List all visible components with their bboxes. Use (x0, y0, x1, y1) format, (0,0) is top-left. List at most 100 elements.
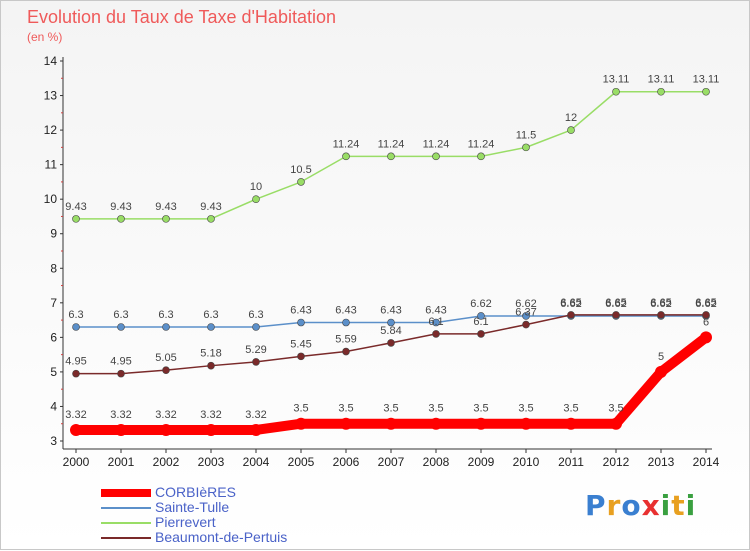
data-label: 13.11 (693, 74, 720, 86)
chart-title: Evolution du Taux de Taxe d'Habitation (27, 7, 336, 27)
data-label: 11.24 (423, 138, 450, 150)
y-tick-label: 10 (44, 192, 58, 206)
data-point (117, 323, 125, 331)
chart-subtitle: (en %) (27, 30, 63, 44)
legend-swatch-corbieres (101, 489, 151, 497)
data-label: 3.32 (200, 409, 221, 421)
y-tick-label: 7 (50, 296, 57, 310)
data-point (700, 331, 712, 344)
data-point (432, 152, 440, 161)
data-label: 5.59 (335, 334, 356, 346)
x-tick-label: 2007 (378, 455, 405, 469)
x-tick-label: 2003 (198, 455, 225, 469)
x-tick-label: 2011 (558, 455, 584, 469)
y-tick-label: 4 (50, 399, 57, 413)
data-point (477, 152, 485, 161)
x-tick-label: 2009 (468, 455, 495, 469)
data-point (207, 361, 215, 370)
data-point (612, 311, 620, 319)
data-label: 10.5 (290, 164, 311, 176)
y-tick-label: 13 (44, 89, 58, 103)
data-point (340, 417, 352, 430)
logo-letter: P (585, 489, 607, 522)
logo-letter: t (671, 489, 686, 522)
data-point (207, 215, 215, 223)
data-point (162, 366, 170, 374)
legend-label-pierrevert: Pierrevert (155, 514, 216, 530)
data-label: 5.18 (200, 348, 221, 360)
data-label: 6.3 (248, 309, 263, 321)
data-label: 11.24 (468, 138, 495, 150)
x-tick-label: 2008 (423, 455, 450, 469)
y-tick-label: 8 (50, 261, 57, 275)
proxiti-logo: Proxiti (585, 489, 696, 522)
data-point (565, 417, 577, 430)
legend-swatch-beaumont (101, 537, 151, 539)
data-point (432, 318, 440, 327)
data-label: 6 (703, 316, 709, 328)
data-point (72, 323, 80, 331)
data-point (205, 423, 217, 436)
data-point (207, 323, 215, 331)
data-point (72, 215, 80, 223)
data-label: 6.43 (335, 305, 356, 317)
data-point (432, 330, 440, 338)
data-label: 3.5 (428, 403, 443, 415)
data-label: 11.5 (516, 129, 537, 141)
x-tick-label: 2002 (153, 455, 180, 469)
data-point (342, 318, 350, 327)
data-point (612, 87, 620, 96)
data-label: 12 (565, 112, 577, 124)
data-point (477, 312, 485, 320)
data-point (342, 347, 350, 356)
data-label: 6.43 (425, 305, 446, 317)
data-point (162, 215, 170, 223)
data-point (522, 143, 530, 152)
data-label: 10 (250, 181, 262, 193)
data-label: 3.32 (245, 409, 266, 421)
data-label: 5.05 (155, 352, 176, 364)
data-point (160, 423, 172, 436)
data-label: 6.37 (515, 307, 536, 319)
data-label: 3.32 (155, 409, 176, 421)
data-point (297, 318, 305, 327)
x-tick-label: 2014 (693, 455, 720, 469)
x-tick-label: 2012 (603, 455, 630, 469)
legend: CORBIèRES Sainte-Tulle Pierrevert Beaumo… (101, 484, 361, 545)
data-label: 9.43 (155, 201, 176, 213)
legend-item-beaumont: Beaumont-de-Pertuis (101, 529, 361, 545)
data-label: 6.3 (158, 309, 173, 321)
data-point (72, 369, 80, 378)
data-label: 6.65 (605, 297, 626, 309)
x-tick-label: 2000 (63, 455, 90, 469)
data-label: 9.43 (65, 201, 86, 213)
data-label: 6.62 (695, 298, 716, 310)
data-point (250, 423, 262, 436)
data-label: 5.84 (380, 325, 401, 337)
x-tick-label: 2010 (513, 455, 540, 469)
data-point (295, 417, 307, 430)
x-tick-label: 2013 (648, 455, 675, 469)
data-point (657, 311, 665, 319)
legend-item-sainte-tulle: Sainte-Tulle (101, 499, 361, 515)
data-point (430, 417, 442, 430)
data-label: 4.95 (65, 356, 86, 368)
data-label: 6.65 (695, 297, 716, 309)
data-label: 6.62 (650, 298, 671, 310)
x-tick-label: 2001 (108, 455, 135, 469)
data-point (477, 330, 485, 338)
data-point (252, 323, 260, 331)
logo-letter: o (621, 489, 642, 522)
data-label: 5.45 (290, 338, 311, 350)
y-tick-label: 11 (45, 158, 58, 172)
data-label: 6.62 (515, 298, 536, 310)
data-point (162, 323, 170, 331)
data-point (252, 358, 260, 366)
data-point (567, 126, 575, 134)
logo-letter: r (606, 489, 622, 522)
legend-label-sainte-tulle: Sainte-Tulle (155, 499, 230, 515)
legend-label-corbieres: CORBIèRES (155, 484, 236, 500)
data-label: 3.32 (110, 409, 131, 421)
